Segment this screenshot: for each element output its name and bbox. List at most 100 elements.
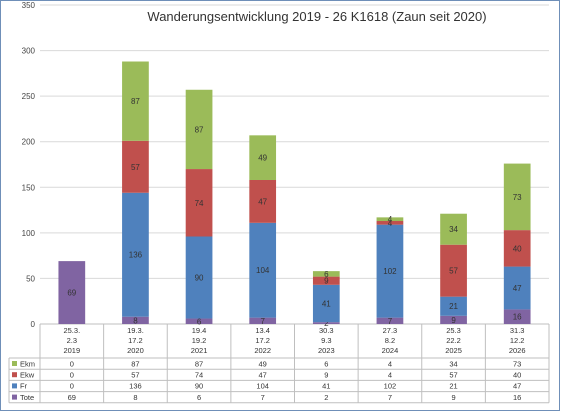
x-tick-label: 19.2 <box>192 336 207 345</box>
table-cell: 6 <box>324 359 328 368</box>
table-cell: 57 <box>131 371 139 380</box>
bar-segment-tote <box>376 317 404 324</box>
x-tick-label: 2023 <box>318 346 335 355</box>
data-label: 8 <box>133 316 138 325</box>
legend-swatch-tote <box>12 394 17 400</box>
data-label: 57 <box>131 163 140 172</box>
bar-segment-ekm <box>440 213 467 245</box>
x-tick-label: 2019 <box>63 346 80 355</box>
table-cell: 104 <box>256 382 269 391</box>
x-tick-label: 2025 <box>445 346 462 355</box>
bar-segment-ekm <box>249 135 277 180</box>
bar-segment-tote <box>122 316 149 324</box>
data-label: 6 <box>197 317 202 326</box>
data-label: 41 <box>322 299 331 308</box>
x-tick-label: 8.2 <box>385 336 395 345</box>
data-label: 4 <box>388 219 393 228</box>
table-cell: 41 <box>322 382 330 391</box>
table-cell: 4 <box>388 371 392 380</box>
table-cell: 57 <box>449 371 457 380</box>
bar-segment-fr <box>122 192 149 317</box>
data-label: 9 <box>451 316 456 325</box>
table-cell: 49 <box>259 359 267 368</box>
table-cell: 87 <box>195 359 203 368</box>
table-cell: 69 <box>68 393 76 402</box>
table-cell: 102 <box>384 382 397 391</box>
table-cell: 6 <box>197 393 201 402</box>
bar-segment-ekw <box>122 140 149 193</box>
bar-segment-ekm <box>122 61 149 141</box>
x-tick-label: 22.2 <box>446 336 461 345</box>
x-tick-label: 13.4 <box>255 326 270 335</box>
x-tick-label: 2026 <box>509 346 526 355</box>
table-cell: 47 <box>259 371 267 380</box>
data-label: 7 <box>260 317 265 326</box>
table-cell: 73 <box>513 359 521 368</box>
bar-segment-fr <box>185 236 213 319</box>
table-cell: 16 <box>513 393 521 402</box>
data-label: 104 <box>256 266 270 275</box>
x-tick-label: 17.2 <box>128 336 143 345</box>
x-tick-label: 9.3 <box>321 336 331 345</box>
x-tick-label: 31.3 <box>510 326 525 335</box>
data-label: 136 <box>129 251 143 260</box>
bar-segment-tote <box>58 261 86 324</box>
table-cell: 2 <box>324 393 328 402</box>
x-tick-label: 19.4 <box>192 326 207 335</box>
bar-segment-fr <box>249 222 277 318</box>
data-label: 34 <box>449 225 458 234</box>
x-tick-label: 25.3 <box>446 326 461 335</box>
data-label: 7 <box>388 317 393 326</box>
legend-label: Tote <box>20 393 34 402</box>
table-cell: 74 <box>195 371 203 380</box>
table-cell: 9 <box>324 371 328 380</box>
x-tick-label: 19.3. <box>127 326 144 335</box>
data-label: 16 <box>513 313 522 322</box>
y-tick-label: 200 <box>22 138 36 147</box>
x-tick-label: 27.3 <box>383 326 398 335</box>
bar-segment-ekw <box>440 244 467 297</box>
table-cell: 90 <box>195 382 203 391</box>
table-cell: 47 <box>513 382 521 391</box>
bar-segment-tote <box>503 309 531 324</box>
x-tick-label: 25.3. <box>63 326 80 335</box>
bar-segment-ekw <box>503 230 531 267</box>
bar-segment-tote <box>185 318 213 324</box>
bar-segment-ekm <box>376 217 404 222</box>
data-label: 87 <box>195 125 204 134</box>
chart-title: Wanderungsentwicklung 2019 - 26 K1618 (Z… <box>147 9 486 24</box>
bar-segment-ekw <box>249 179 277 223</box>
bar-segment-fr <box>503 266 531 310</box>
table-cell: 0 <box>70 359 74 368</box>
bar-segment-fr <box>376 224 404 318</box>
table-cell: 87 <box>131 359 139 368</box>
table-cell: 7 <box>388 393 392 402</box>
data-label: 73 <box>513 193 522 202</box>
data-label: 9 <box>324 277 329 286</box>
legend-swatch-fr <box>12 383 17 389</box>
table-cell: 136 <box>129 382 142 391</box>
data-label: 57 <box>449 267 458 276</box>
data-label: 47 <box>258 197 267 206</box>
x-tick-label: 30.3 <box>319 326 334 335</box>
table-cell: 4 <box>388 359 392 368</box>
bar-segment-ekw <box>376 221 404 225</box>
table-cell: 21 <box>449 382 457 391</box>
bar-segment-ekm <box>312 271 340 277</box>
data-label: 47 <box>513 284 522 293</box>
y-tick-label: 300 <box>22 47 36 56</box>
y-tick-label: 50 <box>26 274 35 283</box>
x-tick-label: 2022 <box>254 346 271 355</box>
legend-label: Fr <box>20 382 28 391</box>
table-cell: 40 <box>513 371 521 380</box>
legend-swatch-ekw <box>12 372 17 378</box>
x-tick-label: 12.2 <box>510 336 525 345</box>
table-cell: 9 <box>451 393 455 402</box>
legend-swatch-ekm <box>12 361 17 366</box>
x-tick-label: 2024 <box>382 346 399 355</box>
bar-segment-tote <box>312 322 340 324</box>
bar-segment-ekm <box>185 89 213 170</box>
table-cell: 8 <box>133 393 137 402</box>
